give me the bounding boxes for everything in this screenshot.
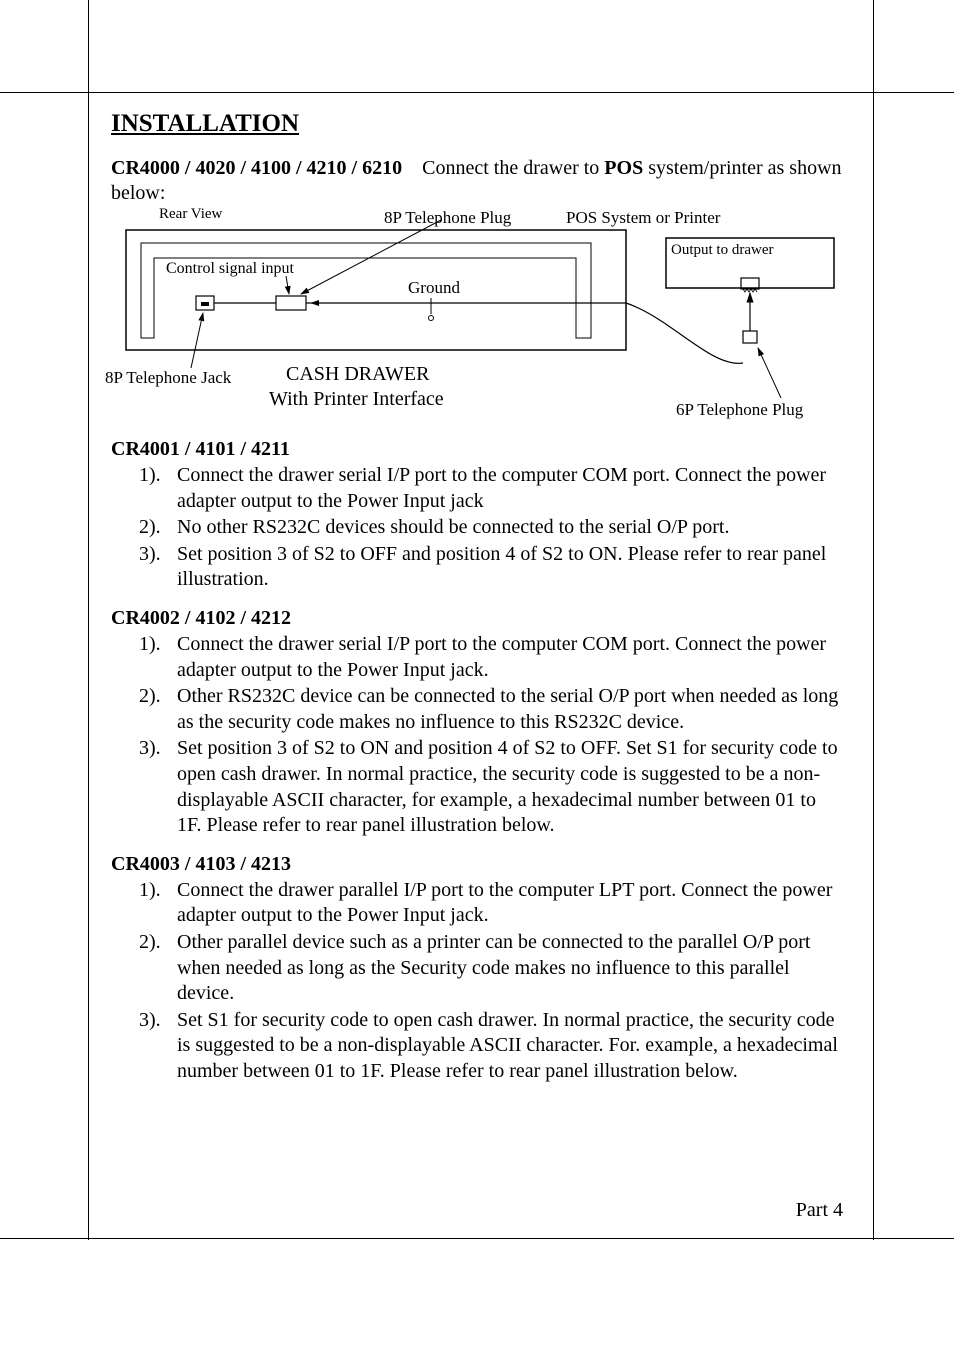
list-item: 3).Set position 3 of S2 to ON and positi… <box>139 736 843 838</box>
intro-mid: Connect the drawer to <box>422 157 599 179</box>
list-item: 1).Connect the drawer serial I/P port to… <box>139 632 843 683</box>
installation-heading: INSTALLATION <box>111 110 843 138</box>
label-pos-system: POS System or Printer <box>566 208 720 228</box>
list-item-text: Other RS232C device can be connected to … <box>177 685 838 733</box>
label-8p-plug: 8P Telephone Plug <box>384 208 511 228</box>
intro-pos: POS <box>604 157 643 179</box>
diagram-svg <box>111 208 851 428</box>
section-3-list: 1).Connect the drawer parallel I/P port … <box>139 878 843 1085</box>
part-number: Part 4 <box>796 1199 843 1222</box>
list-item: 2).Other RS232C device can be connected … <box>139 684 843 735</box>
label-6p-plug: 6P Telephone Plug <box>676 400 803 420</box>
section-3-heading: CR4003 / 4103 / 4213 <box>111 853 843 876</box>
list-item-text: Set S1 for security code to open cash dr… <box>177 1009 838 1082</box>
list-item: 2).Other parallel device such as a print… <box>139 930 843 1007</box>
intro-paragraph: CR4000 / 4020 / 4100 / 4210 / 6210 Conne… <box>111 156 843 206</box>
label-rear-view: Rear View <box>159 206 222 223</box>
list-item: 3).Set S1 for security code to open cash… <box>139 1008 843 1085</box>
label-with-printer: With Printer Interface <box>269 388 444 411</box>
label-output-drawer: Output to drawer <box>671 242 773 259</box>
list-item-text: Set position 3 of S2 to OFF and position… <box>177 543 826 591</box>
connection-diagram: Rear View 8P Telephone Plug POS System o… <box>111 208 851 428</box>
label-control-signal: Control signal input <box>166 260 294 278</box>
list-item-text: Set position 3 of S2 to ON and position … <box>177 737 838 836</box>
list-item-text: Connect the drawer serial I/P port to th… <box>177 464 826 512</box>
list-item: 1).Connect the drawer parallel I/P port … <box>139 878 843 929</box>
list-item: 1).Connect the drawer serial I/P port to… <box>139 463 843 514</box>
list-item-text: Connect the drawer parallel I/P port to … <box>177 879 832 927</box>
list-item-text: No other RS232C devices should be connec… <box>177 516 730 538</box>
label-8p-jack: 8P Telephone Jack <box>105 368 231 388</box>
document-page: INSTALLATION CR4000 / 4020 / 4100 / 4210… <box>88 0 874 1240</box>
list-item: 3).Set position 3 of S2 to OFF and posit… <box>139 542 843 593</box>
section-1-list: 1).Connect the drawer serial I/P port to… <box>139 463 843 593</box>
label-cash-drawer: CASH DRAWER <box>286 363 429 386</box>
section-2-list: 1).Connect the drawer serial I/P port to… <box>139 632 843 839</box>
list-item-text: Other parallel device such as a printer … <box>177 931 810 1004</box>
list-item-text: Connect the drawer serial I/P port to th… <box>177 633 826 681</box>
label-ground: Ground <box>408 278 460 298</box>
section-2-heading: CR4002 / 4102 / 4212 <box>111 607 843 630</box>
intro-models: CR4000 / 4020 / 4100 / 4210 / 6210 <box>111 157 402 179</box>
list-item: 2).No other RS232C devices should be con… <box>139 515 843 541</box>
section-1-heading: CR4001 / 4101 / 4211 <box>111 438 843 461</box>
